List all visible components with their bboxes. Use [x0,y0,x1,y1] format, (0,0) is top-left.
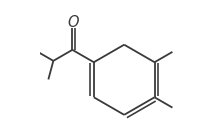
Text: O: O [68,15,79,30]
